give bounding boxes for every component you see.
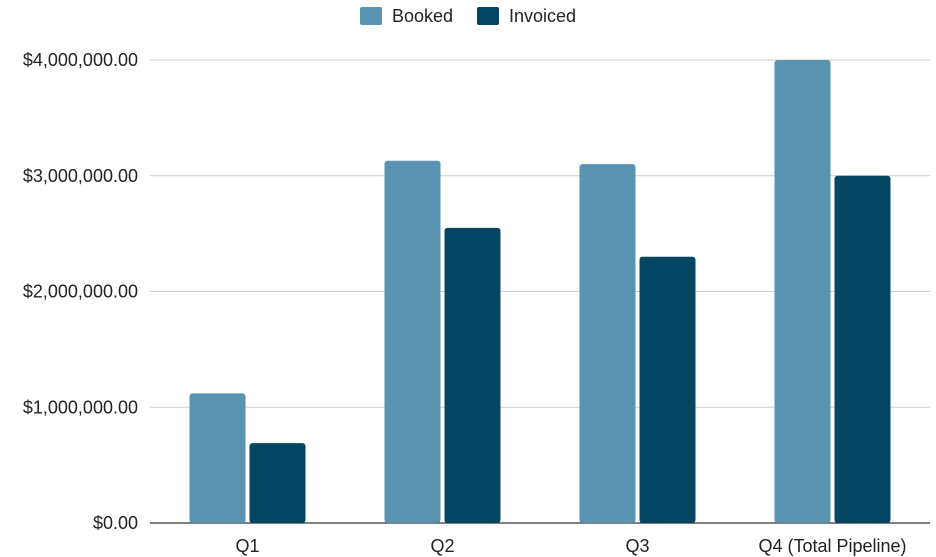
- y-tick-label: $2,000,000.00: [23, 282, 138, 302]
- bar-booked-1: [189, 393, 246, 523]
- y-tick-label: $1,000,000.00: [23, 397, 138, 417]
- x-axis: Q1 Q2 Q3 Q4 (Total Pipeline): [235, 536, 906, 556]
- legend-swatch-invoiced: [477, 7, 499, 25]
- bar-booked-4: [774, 60, 831, 523]
- bars: [189, 60, 891, 524]
- bar-invoiced-4: [834, 175, 891, 523]
- y-axis: $0.00 $1,000,000.00 $2,000,000.00 $3,000,00…: [23, 50, 138, 533]
- bar-booked-3: [579, 164, 636, 524]
- bar-invoiced-1: [249, 443, 306, 523]
- legend-label-invoiced: Invoiced: [509, 5, 577, 26]
- bar-invoiced-3: [639, 256, 696, 523]
- x-tick-label: Q1: [235, 536, 259, 556]
- bar-invoiced-2: [444, 227, 501, 523]
- legend-label-booked: Booked: [391, 5, 453, 26]
- x-tick-label: Q4 (Total Pipeline): [758, 536, 906, 556]
- y-tick-label: $4,000,000.00: [23, 50, 138, 70]
- legend-swatch-booked: [359, 7, 382, 25]
- legend-item-invoiced: Invoiced: [477, 6, 576, 27]
- bar-booked-2: [384, 160, 441, 523]
- x-tick-label: Q2: [430, 536, 454, 556]
- y-tick-label: $0.00: [93, 513, 138, 533]
- y-tick-label: $3,000,000.00: [23, 166, 138, 186]
- x-tick-label: Q3: [625, 536, 649, 556]
- legend: Booked Invoiced: [0, 4, 936, 28]
- legend-item-booked: Booked: [359, 5, 453, 27]
